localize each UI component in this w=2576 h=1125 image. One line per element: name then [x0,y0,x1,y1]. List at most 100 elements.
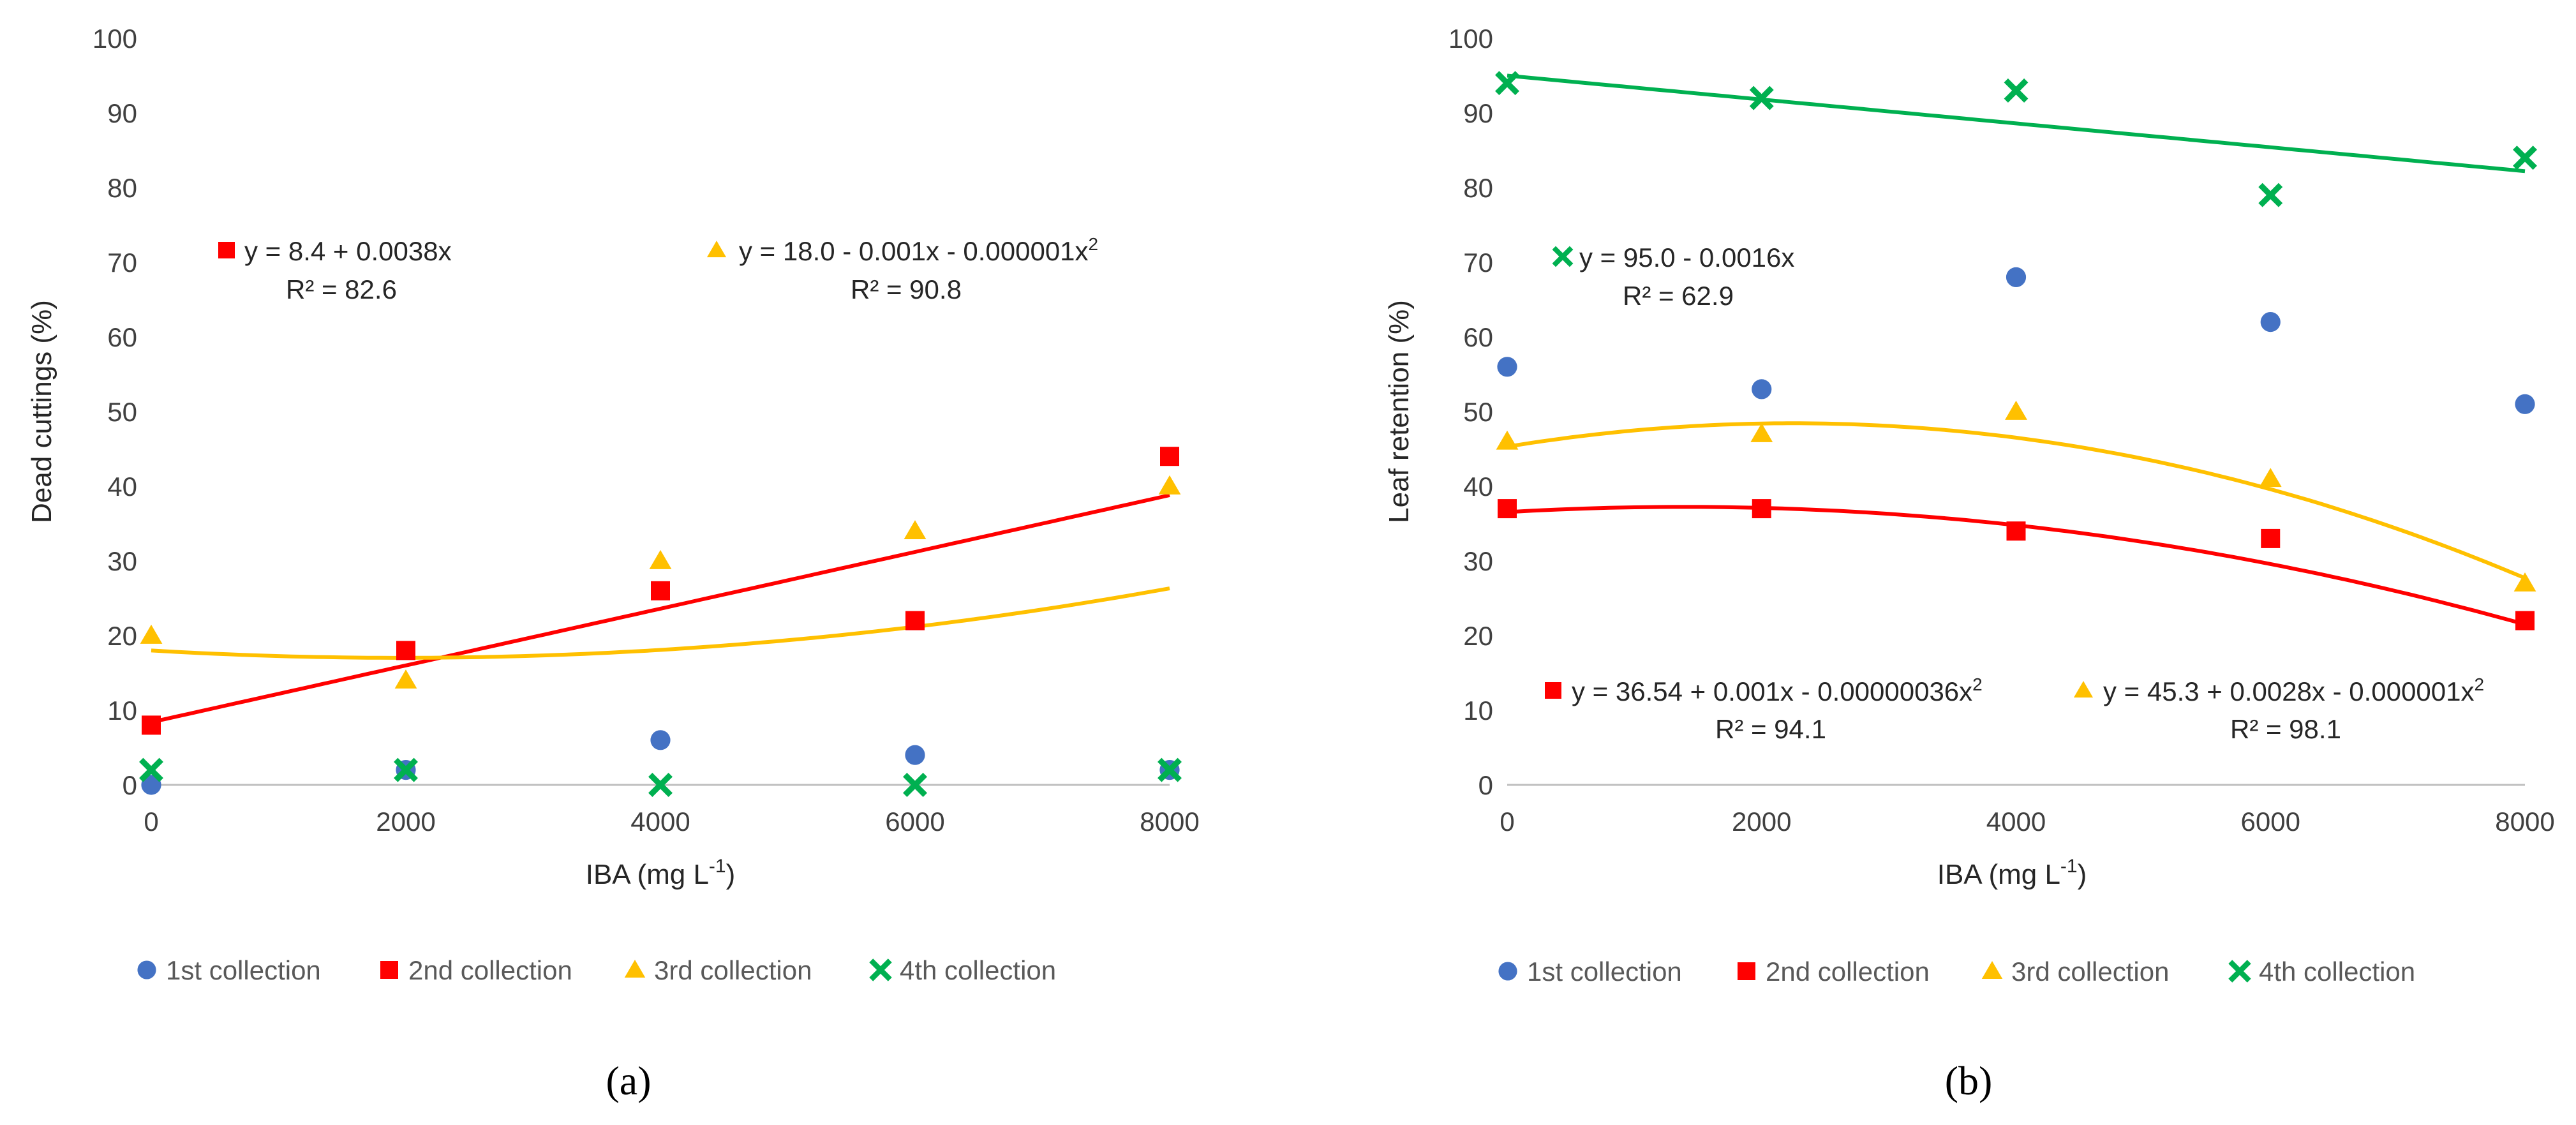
legend-label: 3rd collection [654,955,812,985]
y-tick-label: 90 [107,98,137,128]
data-point [2515,394,2535,414]
equation-main: y = 36.54 + 0.001x - 0.00000036x [1572,676,1972,706]
data-point [141,775,161,795]
y-tick-label: 50 [107,397,137,427]
x-tick-label: 2000 [1732,807,1791,837]
equation-text: y = 8.4 + 0.0038x [244,236,452,266]
y-tick-label: 70 [107,248,137,278]
r-squared-text: R² = 62.9 [1623,281,1734,311]
data-point [903,773,927,797]
series-2 [1498,499,2535,630]
legend-marker [624,960,646,978]
equation-main: y = 95.0 - 0.0016x [1579,242,1794,272]
r-squared-text: R² = 82.6 [286,274,397,304]
data-point-stroke-b [2513,145,2537,170]
y-tick-label: 20 [107,621,137,651]
x-axis-title: IBA (mg L-1) [586,856,736,890]
equation-text: y = 95.0 - 0.0016x [1579,242,1794,272]
series-3 [140,475,1181,689]
x-tick-label: 8000 [2495,807,2554,837]
chart-b: 0 10 20 30 40 50 60 70 80 90 100 0 2000 4000 6000 8000 L… [1383,24,2555,1103]
data-point [394,757,418,782]
series-4 [1495,71,2537,207]
x-tick-label: 6000 [2241,807,2300,837]
y-tick-label: 0 [1478,770,1493,800]
data-point [139,757,163,782]
chart-a: 0 10 20 30 40 50 60 70 80 90 100 0 2000 4000 6000 8000 D… [26,24,1200,1103]
legend-label: 1st collection [1527,957,1682,987]
data-point [2261,528,2281,548]
x-axis-title-end: ) [726,859,736,890]
data-point [1497,357,1517,377]
x-tick-label: 4000 [1986,807,2046,837]
data-point [1495,71,1519,96]
legend-label: 2nd collection [1766,957,1930,987]
equation-main: y = 45.3 + 0.0028x - 0.000001x [2103,676,2474,706]
data-point [1158,757,1182,782]
data-point [2004,78,2029,103]
y-tick-label: 100 [93,24,137,54]
trendline-1 [151,493,1170,724]
y-tick-label: 30 [107,546,137,576]
data-point [1752,379,1772,399]
y-axis-title: Leaf retention (%) [1383,300,1415,523]
legend-marker [1738,962,1755,980]
data-point [650,730,671,750]
data-point [905,611,925,630]
y-tick-label: 80 [107,173,137,203]
annotation-marker-stroke-b [1552,246,1574,267]
data-point-stroke-b [139,757,163,782]
legend-marker [1981,961,2003,979]
x-axis-title-main: IBA (mg L [1937,859,2060,890]
annotation-marker [706,241,727,258]
series-3 [1496,400,2536,592]
y-tick-label: 90 [1463,98,1493,128]
legend-marker [2228,960,2251,983]
legend-marker-stroke-b [2228,960,2251,983]
y-tick-label: 0 [123,770,137,800]
data-point-stroke-b [2258,183,2283,207]
equation-main: y = 18.0 - 0.001x - 0.000001x [739,236,1089,266]
y-tick-label: 20 [1463,621,1493,651]
series-2 [142,447,1179,735]
equation-text: y = 45.3 + 0.0028x - 0.000001x2 [2103,674,2484,706]
data-point-stroke-b [648,773,673,797]
equation-sup: 2 [2474,674,2484,694]
series-1 [1497,267,2535,414]
equation-sup: 2 [1089,234,1099,254]
data-point-stroke-b [903,773,927,797]
equation-main: y = 8.4 + 0.0038x [244,236,452,266]
data-point [905,745,925,765]
data-point [2259,468,2282,488]
equation-text: y = 36.54 + 0.001x - 0.00000036x2 [1572,674,1983,706]
data-point [142,715,161,735]
data-point [1496,430,1519,450]
x-tick-label: 0 [144,807,158,837]
data-point [2260,312,2281,332]
legend-label: 1st collection [166,955,321,985]
y-tick-label: 50 [1463,397,1493,427]
data-point [1750,423,1773,442]
data-point [1498,499,1517,519]
legend-label: 3rd collection [2011,957,2169,987]
legend-label: 4th collection [2259,957,2415,987]
x-axis-title-end: ) [2078,859,2087,890]
x-tick-label: 4000 [630,807,690,837]
data-point [396,641,415,660]
x-axis-title: IBA (mg L-1) [1937,856,2087,890]
panel-caption: (a) [606,1058,651,1103]
data-point [394,669,417,689]
data-point [2258,183,2283,207]
data-point [1752,499,1771,519]
y-tick-label: 60 [107,322,137,352]
annotation-marker [1552,246,1574,267]
trendline-2 [151,586,1170,660]
x-axis-title-sup: -1 [709,856,726,877]
data-point [2006,267,2027,287]
legend-marker [869,958,892,981]
annotation-marker [1545,682,1561,699]
data-point [1158,475,1181,495]
trendline-3 [1507,421,2526,580]
data-point [2513,572,2536,592]
